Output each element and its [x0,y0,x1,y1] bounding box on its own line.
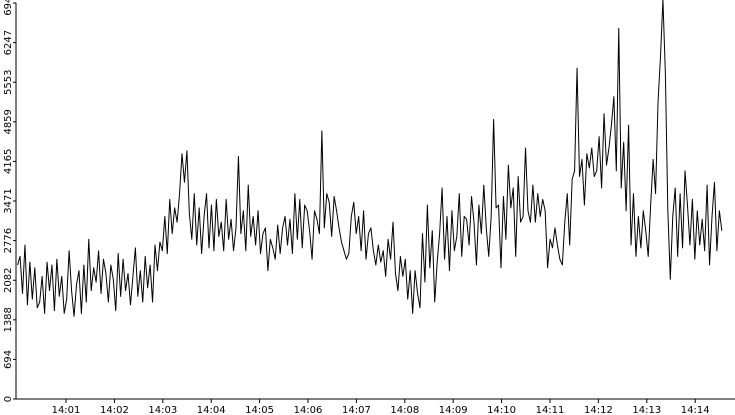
series-line [17,0,723,317]
x-axis: 14:01 14:02 14:03 14:04 14:05 14:06 14:07 14:08… [16,398,735,415]
y-tick-label: 6942 [3,0,14,16]
y-tick-label: 5553 [3,70,14,95]
y-tick-label: 2776 [3,228,14,253]
x-tick-label: 14:09 [439,405,468,415]
x-tick-label: 14:14 [681,405,710,415]
x-tick-label: 14:05 [245,405,274,415]
y-tick-label: 1388 [3,307,14,332]
y-axis: 0 694 1388 2082 2776 3471 4165 4859 5553 6247 6942 [3,0,17,402]
x-tick-label: 14:03 [148,405,177,415]
y-tick-label: 4165 [3,149,14,174]
y-tick-label: 4859 [3,109,14,134]
x-tick-label: 14:06 [294,405,323,415]
y-tick-label: 2082 [3,268,14,293]
y-tick-label: 3471 [3,188,14,213]
y-tick-label: 6247 [3,30,14,55]
x-tick-label: 14:04 [197,405,226,415]
x-tick-label: 14:11 [536,405,565,415]
y-tick-label: 694 [3,350,14,369]
plot-area [17,0,723,317]
x-tick-label: 14:08 [390,405,419,415]
y-tick-label: 0 [3,396,14,402]
x-tick-label: 14:13 [632,405,661,415]
x-tick-label: 14:10 [487,405,516,415]
x-tick-label: 14:07 [342,405,371,415]
x-tick-label: 14:12 [584,405,613,415]
x-tick-label: 14:02 [100,405,129,415]
x-tick-label: 14:01 [52,405,81,415]
